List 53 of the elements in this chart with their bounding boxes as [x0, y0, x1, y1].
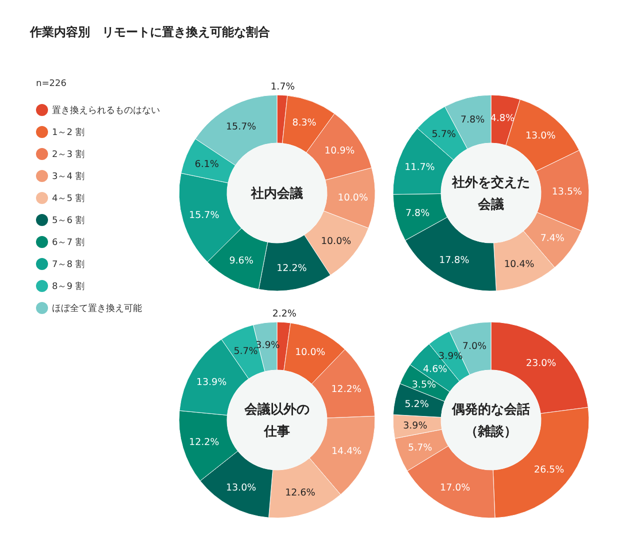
data-label: 13.9%: [196, 376, 227, 388]
data-label: 13.0%: [226, 482, 256, 494]
data-label: 7.8%: [460, 114, 485, 126]
data-label: 15.7%: [226, 121, 256, 132]
data-label: 5.2%: [404, 398, 429, 410]
legend-label: 5～6 割: [52, 215, 84, 226]
data-label: 1.7%: [270, 81, 295, 92]
data-label: 7.4%: [540, 233, 564, 244]
data-label: 3.9%: [403, 420, 428, 432]
legend-label: 8～9 割: [52, 281, 84, 292]
text: 会議以外の仕事: [244, 402, 310, 440]
text: 社外を交えた会議: [451, 174, 530, 213]
data-label: 6.1%: [194, 159, 219, 170]
legend-label: 1～2 割: [52, 127, 84, 138]
data-label: 26.5%: [534, 464, 564, 476]
data-label: 3.5%: [412, 380, 436, 391]
data-label: 17.8%: [439, 254, 470, 266]
data-label: 10.0%: [338, 192, 368, 204]
data-label: 15.7%: [189, 210, 220, 221]
data-label: 23.0%: [526, 358, 556, 370]
data-label: 12.2%: [276, 262, 307, 274]
legend-label: 6～7 割: [52, 237, 84, 248]
data-label: 12.2%: [331, 384, 362, 396]
text: 偶発的な会話（雑談）: [451, 402, 530, 440]
data-label: 10.9%: [324, 145, 355, 156]
text: 作業内容別 リモートに置き換え可能な割合: [29, 25, 271, 39]
data-label: 17.0%: [440, 482, 470, 494]
data-label: 13.5%: [552, 186, 582, 198]
data-label: 7.0%: [462, 341, 487, 352]
legend-label: 3～4 割: [52, 171, 84, 182]
data-label: 2.2%: [272, 308, 296, 320]
data-label: 13.0%: [525, 130, 556, 142]
data-label: 5.7%: [432, 128, 456, 140]
data-label: 4.6%: [423, 364, 448, 375]
data-label: 11.7%: [404, 162, 435, 173]
legend-title: n=226: [36, 79, 67, 89]
legend-label: 2～3 割: [52, 149, 84, 160]
legend-label: ほぼ全て置き換え可能: [52, 303, 142, 314]
data-label: 12.6%: [285, 488, 316, 499]
data-label: 10.0%: [295, 346, 326, 358]
data-label: 10.4%: [504, 258, 534, 270]
data-label: 5.7%: [234, 346, 258, 358]
data-label: 9.6%: [229, 255, 254, 266]
legend-label: 4～5 割: [52, 193, 84, 204]
data-label: 5.7%: [408, 442, 432, 454]
legend-label: 7～8 割: [52, 259, 84, 270]
data-label: 12.2%: [189, 436, 220, 448]
data-label: 14.4%: [332, 446, 362, 457]
legend-label: 置き換えられるものはない: [52, 105, 160, 116]
text: 社内会議: [250, 186, 303, 202]
data-label: 8.3%: [292, 117, 316, 128]
data-label: 7.8%: [405, 208, 430, 219]
data-label: 10.0%: [320, 236, 352, 248]
